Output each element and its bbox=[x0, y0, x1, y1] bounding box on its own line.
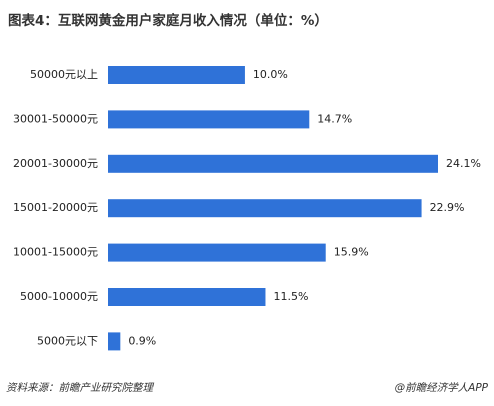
y-tick-label: 50000元以上 bbox=[30, 68, 98, 81]
data-label: 10.0% bbox=[253, 68, 288, 81]
bar bbox=[108, 199, 422, 218]
y-tick-label: 20001-30000元 bbox=[13, 157, 98, 170]
bar bbox=[108, 288, 266, 306]
data-label: 22.9% bbox=[430, 201, 465, 214]
bar bbox=[108, 110, 310, 129]
bar bbox=[108, 154, 438, 173]
bar bbox=[108, 66, 245, 84]
y-tick-label: 15001-20000元 bbox=[13, 201, 98, 214]
y-tick-label: 5000元以下 bbox=[37, 334, 98, 347]
bar bbox=[108, 332, 121, 351]
data-label: 24.1% bbox=[446, 157, 481, 170]
y-tick-label: 10001-15000元 bbox=[13, 246, 98, 259]
y-tick-label: 30001-50000元 bbox=[13, 112, 98, 125]
credit: @前瞻经济学人APP bbox=[395, 382, 489, 394]
source-note: 资料来源：前瞻产业研究院整理 bbox=[6, 382, 154, 394]
y-tick-label: 5000-10000元 bbox=[20, 290, 98, 303]
chart-title: 图表4：互联网黄金用户家庭月收入情况（单位：%） bbox=[8, 12, 328, 29]
data-label: 0.9% bbox=[128, 334, 156, 347]
data-label: 14.7% bbox=[317, 112, 352, 125]
data-label: 15.9% bbox=[334, 246, 369, 259]
data-label: 11.5% bbox=[273, 290, 308, 303]
bar bbox=[108, 243, 326, 262]
